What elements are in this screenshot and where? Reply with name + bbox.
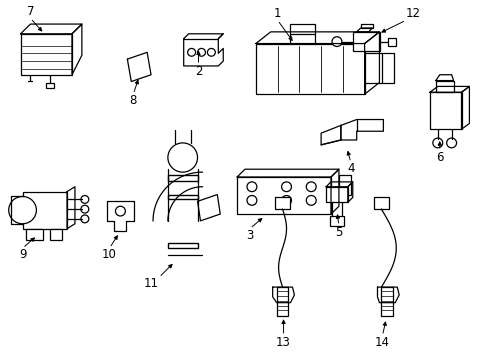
Circle shape (281, 195, 291, 205)
Text: 6: 6 (435, 151, 443, 164)
Circle shape (281, 182, 291, 192)
Bar (167, 243, 197, 248)
Bar (22, 192, 67, 229)
Bar (50, 229, 62, 240)
Bar (46, 82, 54, 88)
Circle shape (331, 37, 341, 46)
Text: 13: 13 (276, 336, 290, 349)
Text: 8: 8 (129, 94, 137, 107)
Bar (237, 177, 330, 214)
Text: 4: 4 (346, 162, 354, 175)
Bar (387, 38, 395, 45)
Bar (435, 81, 453, 92)
Circle shape (246, 182, 256, 192)
Circle shape (305, 182, 316, 192)
Circle shape (187, 49, 195, 56)
Circle shape (207, 49, 215, 56)
Bar (429, 92, 461, 129)
Text: 14: 14 (374, 336, 389, 349)
Text: 5: 5 (335, 226, 342, 239)
Circle shape (305, 195, 316, 205)
Text: 10: 10 (102, 248, 117, 261)
Bar (274, 198, 290, 209)
Bar (167, 175, 197, 181)
Circle shape (246, 195, 256, 205)
Circle shape (81, 195, 89, 203)
Circle shape (81, 205, 89, 213)
Text: 12: 12 (406, 7, 420, 20)
Circle shape (167, 143, 197, 172)
Bar (20, 34, 72, 75)
Circle shape (432, 138, 442, 148)
Circle shape (446, 138, 456, 148)
Text: 9: 9 (19, 248, 26, 261)
Bar (373, 198, 388, 209)
Bar (167, 194, 197, 199)
Text: 3: 3 (246, 229, 253, 242)
Text: 2: 2 (194, 65, 202, 78)
Bar (276, 287, 288, 316)
Text: 11: 11 (143, 277, 159, 291)
Bar (329, 216, 343, 226)
Circle shape (9, 197, 36, 224)
Bar (25, 229, 43, 240)
Circle shape (81, 215, 89, 223)
Bar (352, 32, 380, 51)
Bar (381, 287, 392, 316)
Bar (255, 44, 364, 94)
Bar (338, 175, 350, 194)
Circle shape (115, 206, 125, 216)
Text: 7: 7 (27, 5, 34, 18)
Bar (325, 187, 347, 202)
Bar (290, 24, 315, 34)
Text: 1: 1 (273, 7, 281, 20)
Circle shape (197, 49, 205, 56)
Bar (364, 53, 382, 82)
